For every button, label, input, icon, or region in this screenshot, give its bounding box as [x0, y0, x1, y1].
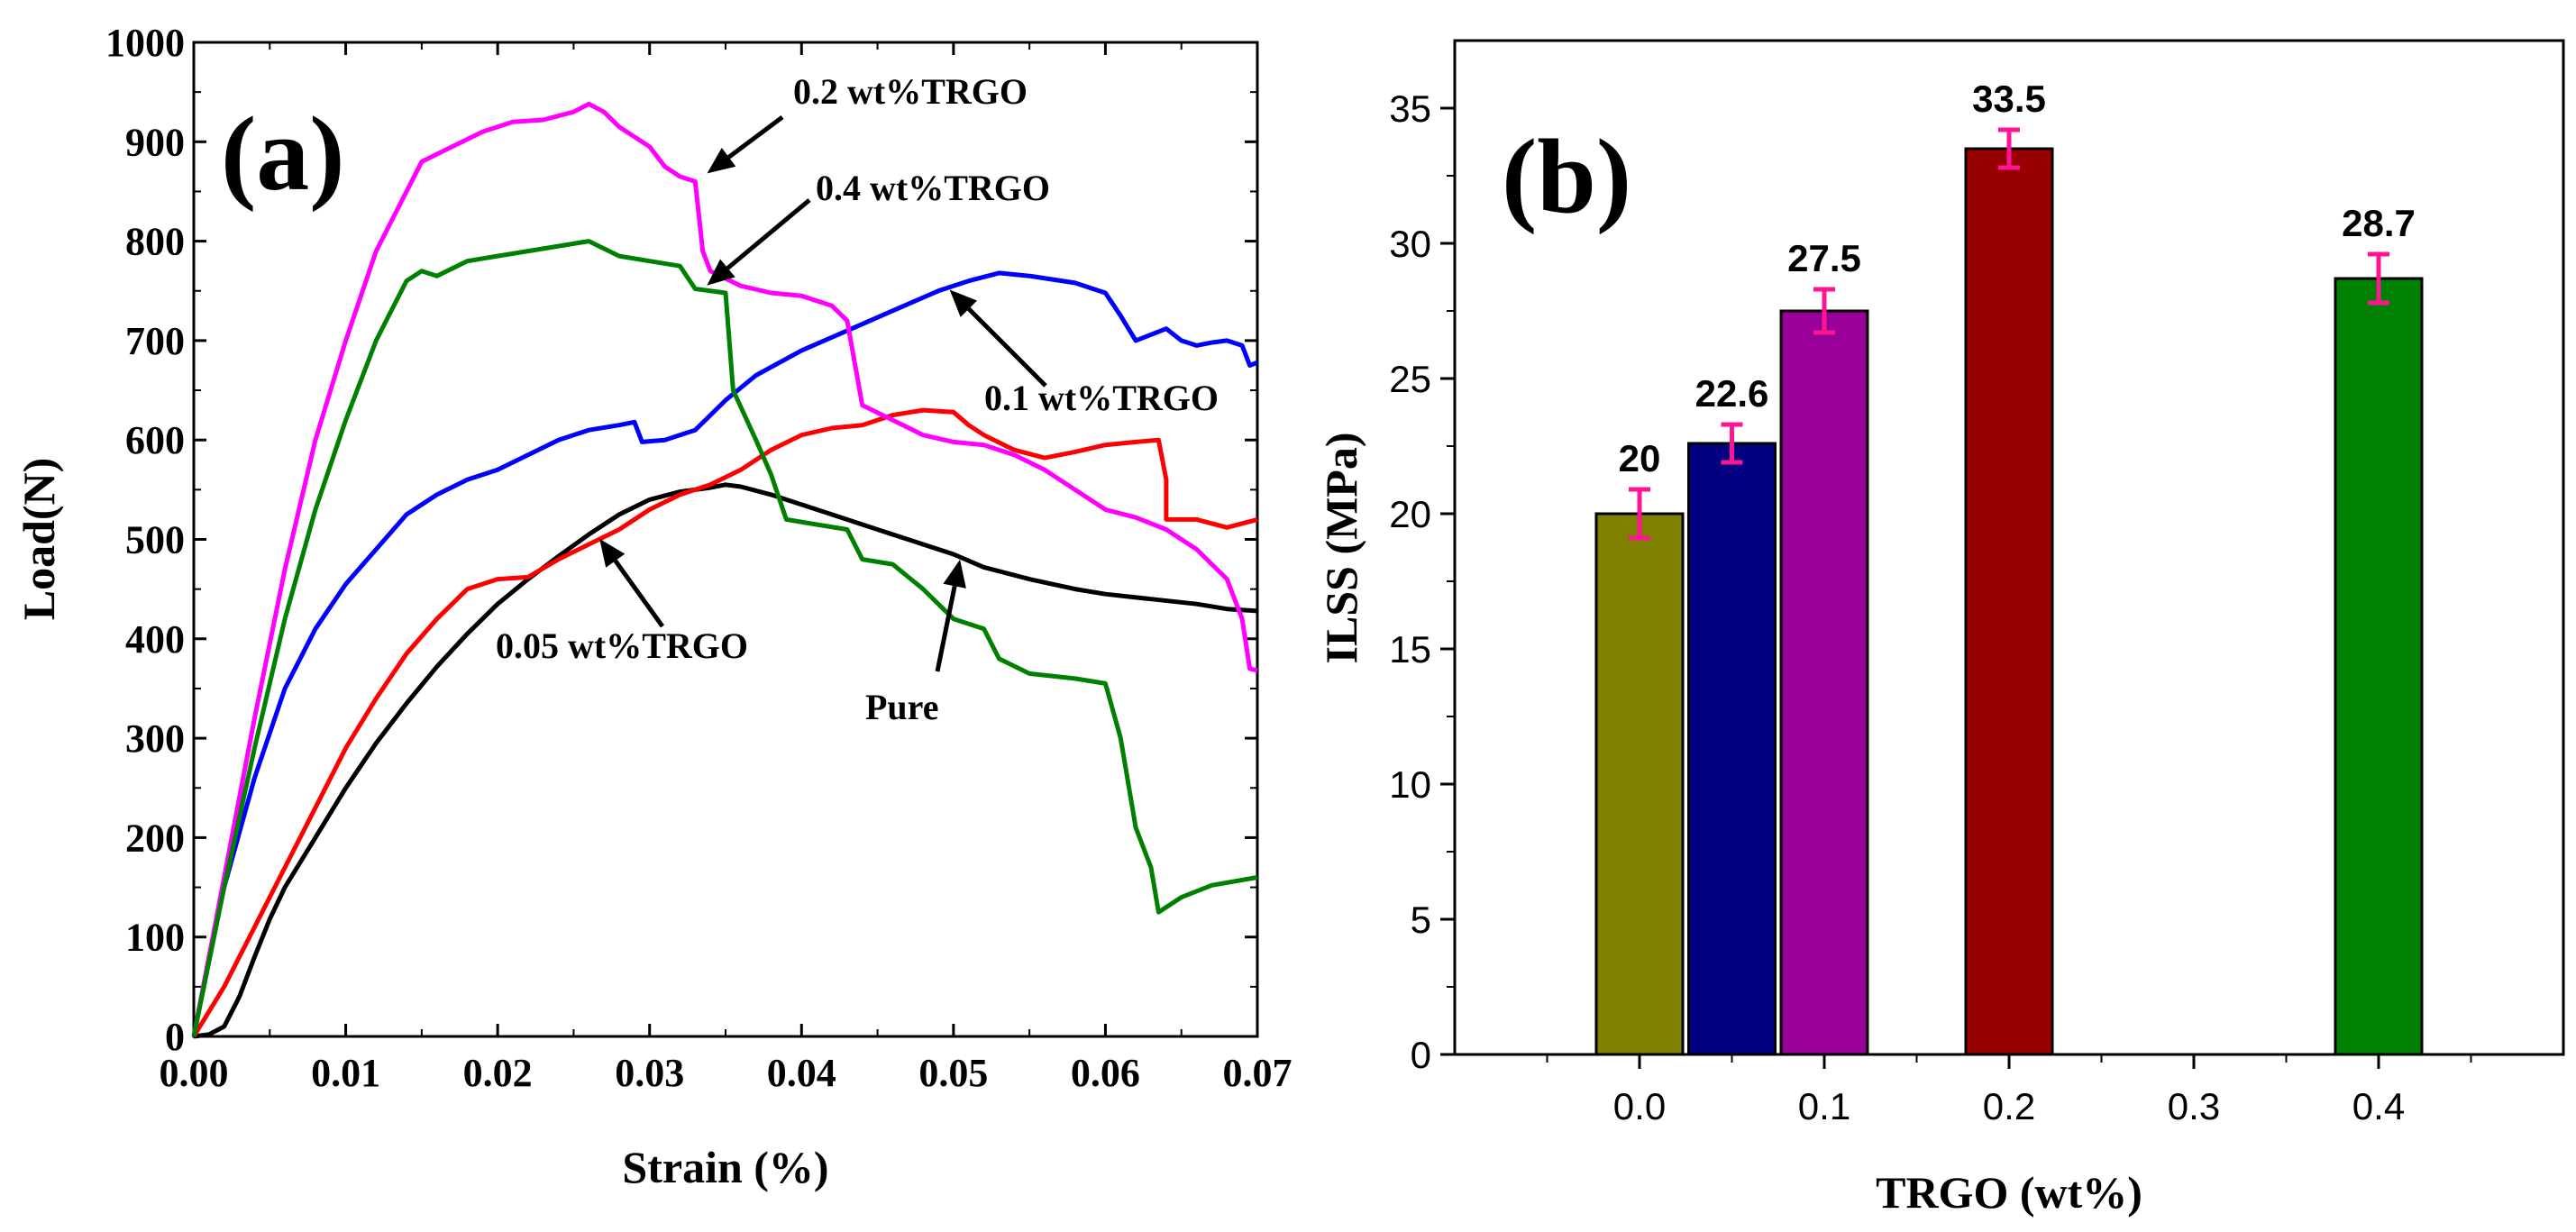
panel-b-ilss-bars: 0 5 10 15 20 25 30 35 0.0 0.1 0.2 0.3 0.4 20 22.6 27.… — [1316, 39, 2565, 1218]
plot-a-x-ticks: 0.00 0.01 0.02 0.03 0.04 0.05 0.06 0.07 — [160, 42, 1293, 1095]
x-tick-label: 0.0 — [1613, 1085, 1666, 1127]
plot-b-y-ticks: 0 5 10 15 20 25 30 35 — [1389, 87, 1455, 1076]
bar-value-label: 28.7 — [2342, 202, 2416, 244]
annotation-arrow-head — [707, 147, 736, 174]
plot-a-frame — [192, 41, 1259, 1038]
x-tick-label: 0.05 — [918, 1051, 988, 1095]
y-tick-label: 15 — [1389, 628, 1431, 671]
series-line-0-4-wt-trgo — [191, 239, 1258, 1037]
y-tick-label: 100 — [125, 916, 185, 960]
y-tick-label: 500 — [125, 518, 185, 562]
y-tick-label: 10 — [1389, 763, 1431, 806]
y-tick-label: 1000 — [105, 21, 185, 65]
x-tick-label: 0.07 — [1223, 1051, 1293, 1095]
bar-value-label: 20 — [1619, 437, 1661, 479]
plot-b-x-axis-title: TRGO (wt%) — [1876, 1167, 2142, 1218]
x-tick-label: 0.4 — [2352, 1085, 2405, 1127]
plot-a-y-ticks: 0 100 200 300 400 500 600 700 800 900 1000 — [105, 21, 1257, 1059]
plot-a-annotations: 0.2 wt%TRGO 0.4 wt%TRGO 0.1 wt%TRGO 0.05 wt… — [496, 71, 1219, 727]
annotation-arrow-line — [726, 198, 811, 270]
series-line-0-2-wt-trgo — [191, 101, 1258, 1037]
y-tick-label: 400 — [125, 617, 185, 662]
plot-b-bars: 20 22.6 27.5 33.5 28.7 — [1594, 78, 2424, 1056]
panel-b-label: (b) — [1502, 117, 1631, 235]
plot-a-series — [191, 101, 1258, 1039]
annotation-arrow-line — [967, 306, 1047, 388]
bar — [1779, 309, 1869, 1056]
annotation-arrow-head — [707, 259, 735, 286]
annotation-label: 0.1 wt%TRGO — [984, 378, 1219, 418]
y-tick-label: 600 — [125, 418, 185, 462]
series-line-pure — [193, 482, 1258, 1039]
y-tick-label: 5 — [1411, 899, 1431, 941]
x-tick-label: 0.01 — [311, 1051, 380, 1095]
y-tick-label: 25 — [1389, 358, 1431, 400]
bar — [2334, 277, 2424, 1056]
bar-value-label: 33.5 — [1972, 78, 2046, 120]
x-tick-label: 0.3 — [2168, 1085, 2220, 1127]
y-tick-label: 300 — [125, 716, 185, 761]
bar-value-label: 22.6 — [1695, 372, 1769, 415]
x-tick-label: 0.1 — [1798, 1085, 1850, 1127]
annotation-label: Pure — [865, 687, 938, 727]
y-tick-label: 35 — [1389, 87, 1431, 130]
y-tick-label: 30 — [1389, 223, 1431, 265]
x-tick-label: 0.00 — [160, 1051, 229, 1095]
x-tick-label: 0.06 — [1071, 1051, 1140, 1095]
bar — [1964, 147, 2054, 1056]
annotation-arrow-line — [613, 559, 665, 628]
y-tick-label: 20 — [1389, 493, 1431, 535]
bar — [1687, 442, 1777, 1056]
x-tick-label: 0.03 — [615, 1051, 684, 1095]
y-tick-label: 800 — [125, 220, 185, 264]
bar — [1594, 512, 1685, 1056]
y-tick-label: 200 — [125, 816, 185, 860]
y-tick-label: 0 — [165, 1015, 185, 1059]
plot-b-y-axis-title: ILSS (MPa) — [1316, 433, 1366, 664]
plot-a-y-axis-title: Load(N) — [14, 458, 64, 621]
annotation-label: 0.2 wt%TRGO — [793, 71, 1028, 112]
series-line-0-1-wt-trgo — [191, 270, 1258, 1037]
x-tick-label: 0.02 — [463, 1051, 533, 1095]
plot-b-x-ticks: 0.0 0.1 0.2 0.3 0.4 — [1546, 1054, 2472, 1127]
annotation-label: 0.4 wt%TRGO — [816, 168, 1050, 208]
x-tick-label: 0.2 — [1983, 1085, 2035, 1127]
x-tick-label: 0.04 — [767, 1051, 836, 1095]
annotation-arrow-head — [599, 538, 626, 568]
series-line-0-05-wt-trgo — [191, 407, 1258, 1038]
annotation-arrow-line — [935, 585, 957, 672]
y-tick-label: 0 — [1411, 1034, 1431, 1076]
annotation-arrow-head — [949, 289, 978, 317]
plot-a-x-axis-title: Strain (%) — [622, 1142, 828, 1192]
bar-value-label: 27.5 — [1787, 237, 1861, 279]
annotation-label: 0.05 wt%TRGO — [496, 625, 748, 666]
y-tick-label: 900 — [125, 120, 185, 164]
annotation-arrow-line — [727, 114, 784, 160]
annotation-arrow-head — [943, 559, 966, 589]
panel-a-label: (a) — [221, 95, 345, 213]
y-tick-label: 700 — [125, 319, 185, 363]
